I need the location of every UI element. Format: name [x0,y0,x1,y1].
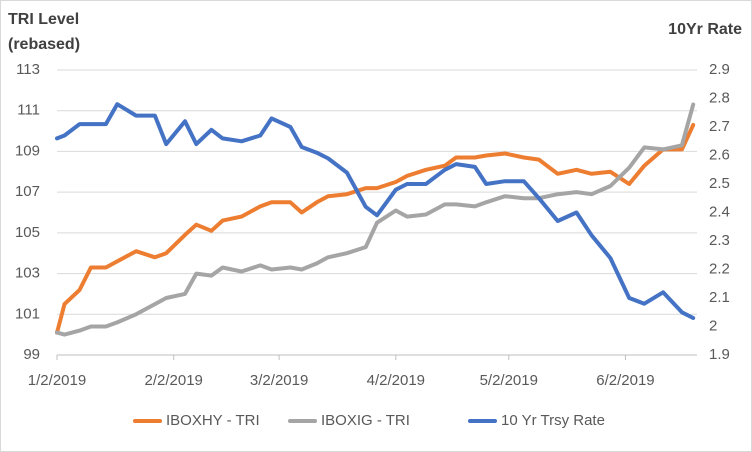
y2-tick-label: 2.6 [709,146,730,163]
y-tick-label: 111 [17,102,40,119]
y-tick-label: 99 [23,346,40,363]
series-line [55,102,696,337]
x-tick-label: 2/2/2019 [145,372,203,389]
y2-tick-label: 2.2 [709,260,730,277]
y-tick-label: 101 [15,305,40,322]
y-tick-label: 105 [15,224,40,241]
y2-tick-label: 2.5 [709,175,730,192]
x-tick-label: 1/2/2019 [28,372,86,389]
y-axis-label: (rebased) [8,36,80,53]
y-axis-label: TRI Level [8,11,79,28]
x-tick-label: 5/2/2019 [480,372,538,389]
y2-tick-label: 2.3 [709,232,730,249]
y2-tick-label: 2.1 [709,289,730,306]
y2-tick-label: 2.7 [709,118,730,135]
y2-axis-label: 10Yr Rate [668,21,742,38]
y2-tick-label: 2 [709,317,717,334]
y2-tick-label: 1.9 [709,346,730,363]
y2-tick-label: 2.9 [709,61,730,78]
legend-label: IBOXHY - TRI [166,412,260,429]
y-tick-label: 109 [15,142,40,159]
y-tick-label: 107 [15,183,40,200]
y-tick-label: 113 [16,61,40,78]
series-line [55,102,696,320]
x-tick-label: 4/2/2019 [367,372,425,389]
x-tick-label: 6/2/2019 [596,372,654,389]
y2-tick-label: 2.8 [709,89,730,106]
y2-tick-label: 2.4 [709,203,730,220]
x-tick-label: 3/2/2019 [250,372,308,389]
legend-label: IBOXIG - TRI [321,412,410,429]
legend-label: 10 Yr Trsy Rate [501,412,605,429]
y-tick-label: 103 [15,265,40,282]
